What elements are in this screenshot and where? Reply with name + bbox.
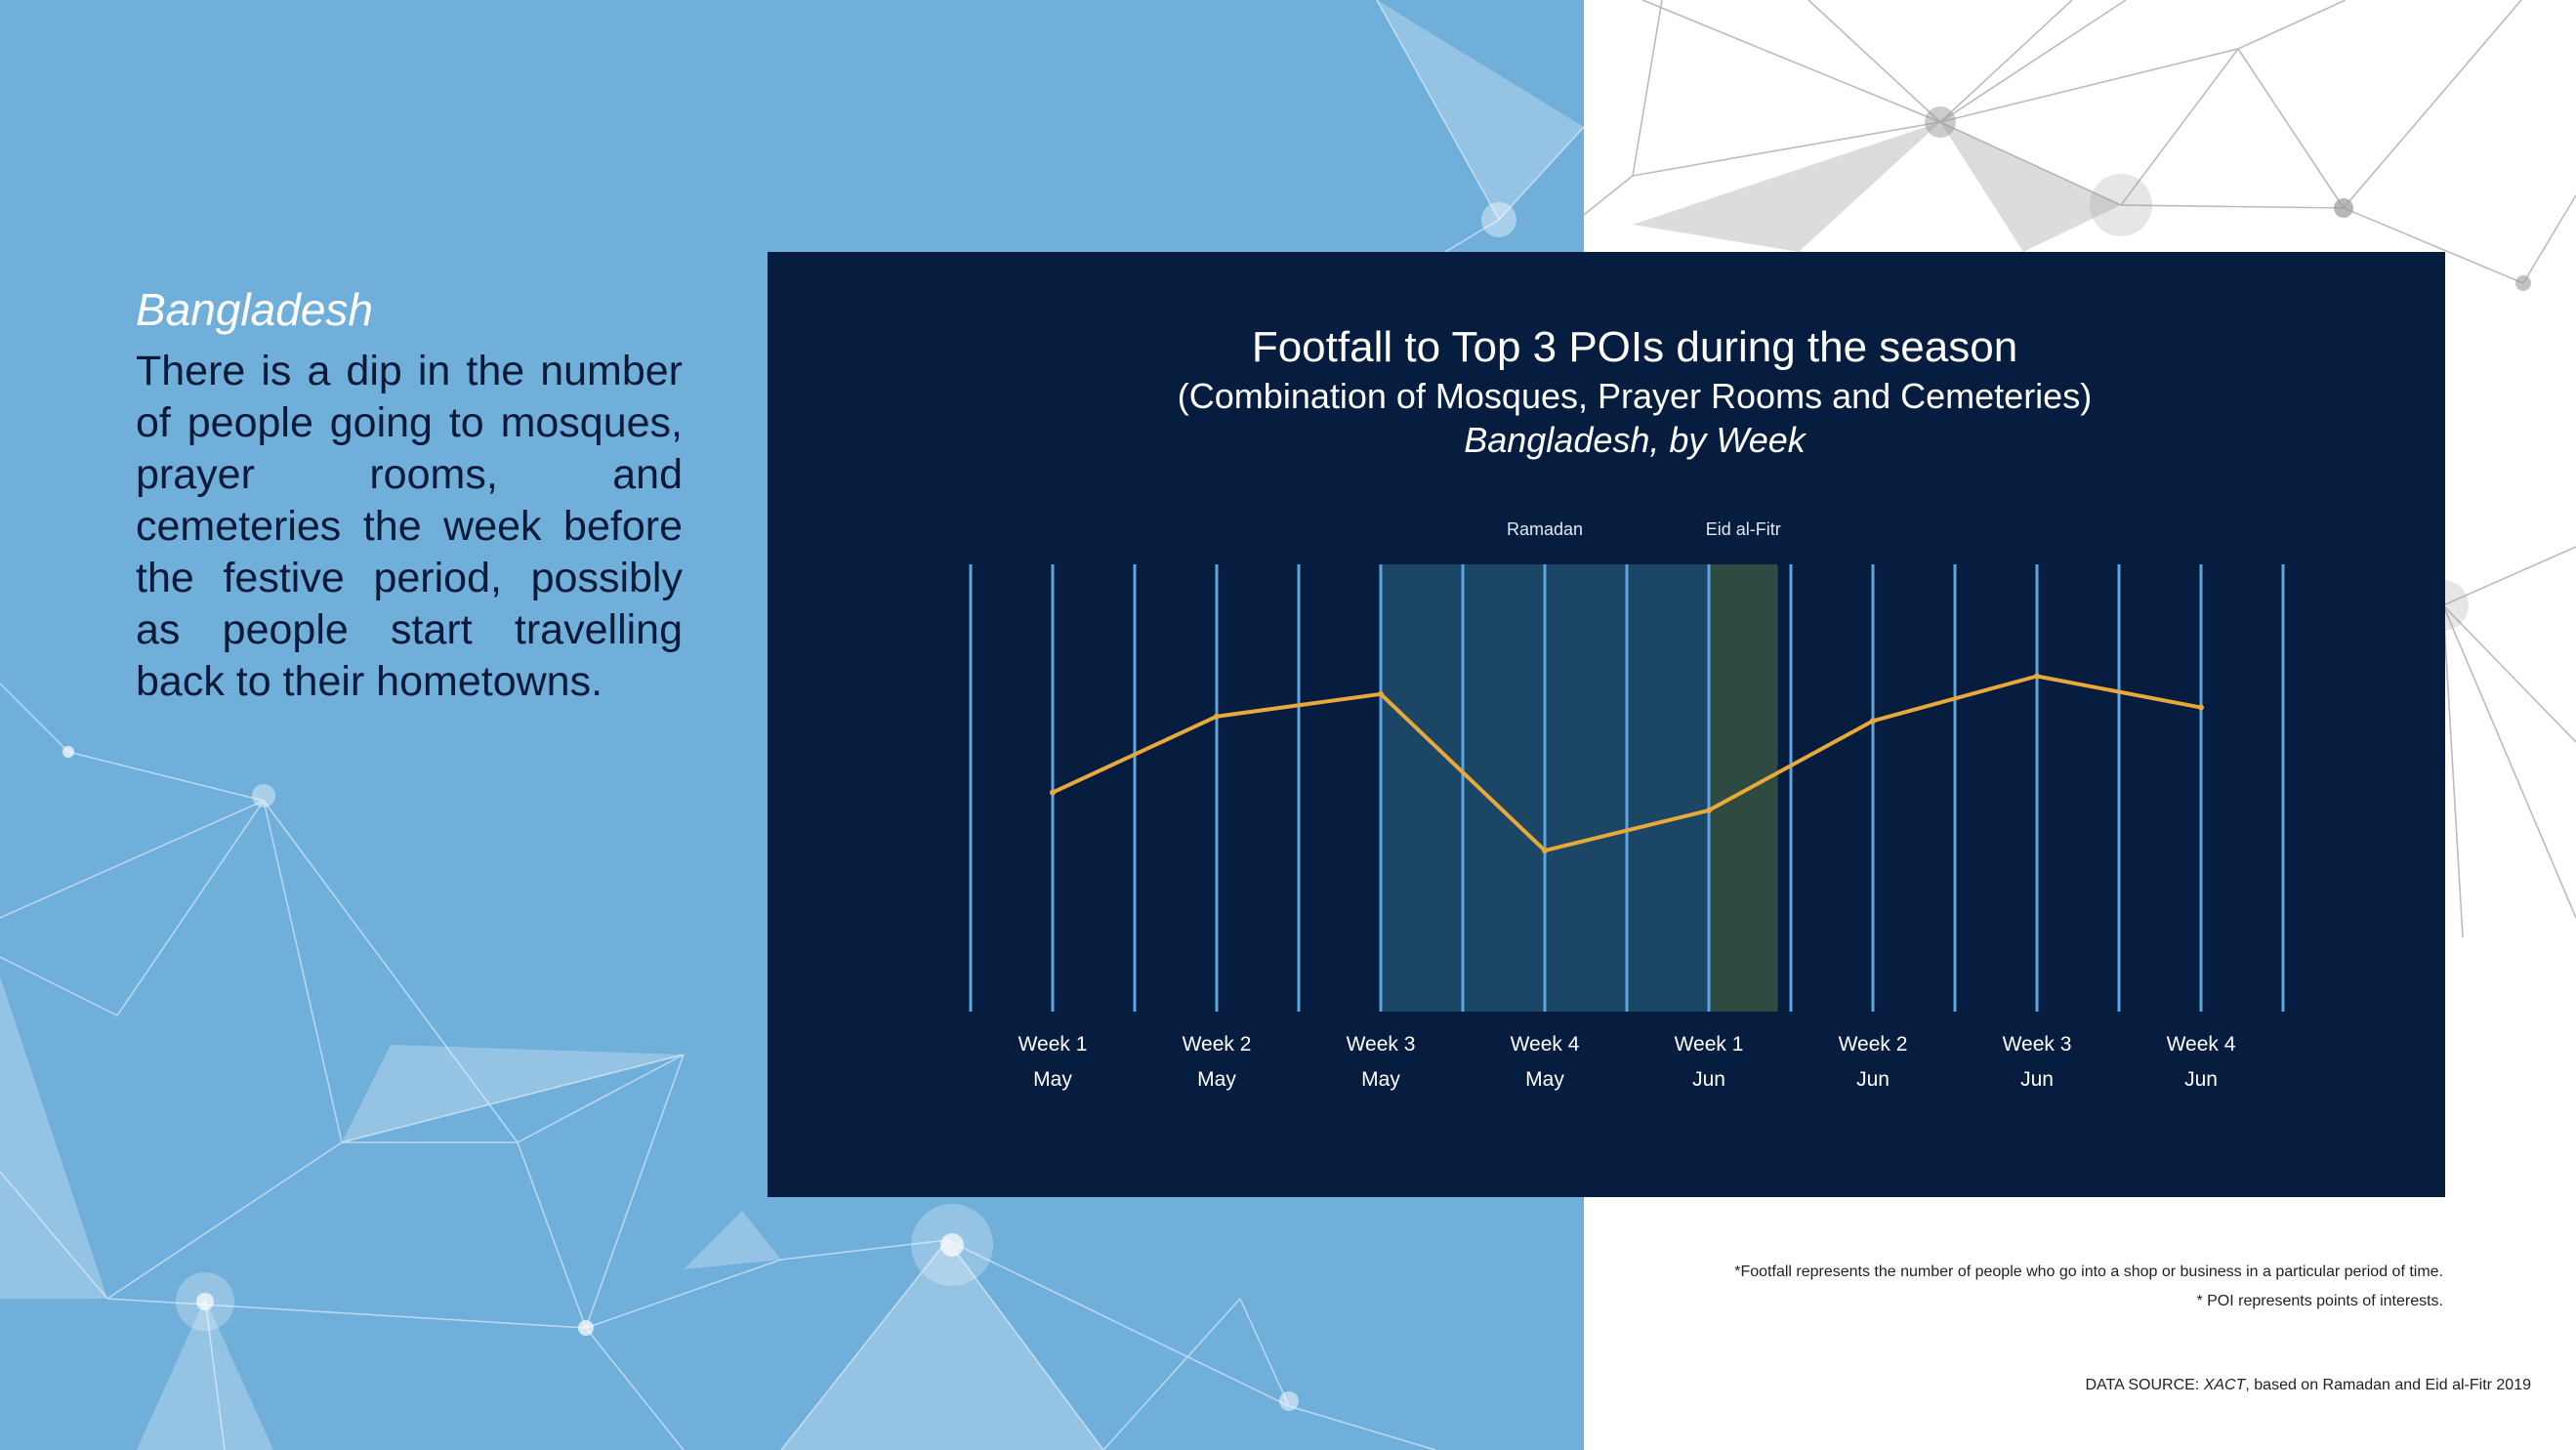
data-point: [1214, 713, 1220, 720]
x-tick-week: Week 1: [1018, 1033, 1088, 1056]
series-line-1: [1052, 674, 2202, 853]
data-source-name: XACT: [2203, 1377, 2246, 1393]
x-tick-month: Jun: [1856, 1068, 1890, 1091]
chart-title: Footfall to Top 3 POIs during the season: [1252, 323, 2017, 371]
data-source-prefix: DATA SOURCE:: [2085, 1377, 2200, 1393]
insight-description: There is a dip in the number of people g…: [136, 348, 683, 705]
data-point: [1378, 690, 1384, 697]
data-point: [1542, 848, 1548, 854]
data-point: [1706, 807, 1712, 813]
insight-text-block: Bangladesh There is a dip in the number …: [136, 283, 683, 708]
data-source-suffix: , based on Ramadan and Eid al-Fitr 2019: [2245, 1377, 2531, 1393]
x-tick-week: Week 1: [1675, 1033, 1744, 1056]
annotation-label-1: Ramadan: [1507, 519, 1583, 539]
x-tick-week: Week 3: [2003, 1033, 2072, 1056]
data-point: [1050, 789, 1056, 796]
network-background: [0, 0, 1584, 1450]
data-point: [1870, 718, 1876, 725]
x-tick-week: Week 3: [1347, 1033, 1416, 1056]
x-tick-week: Week 4: [2167, 1033, 2236, 1056]
x-tick-month: May: [1197, 1068, 1236, 1091]
country-heading: Bangladesh: [136, 284, 373, 335]
annotation-label-2: Eid al-Fitr: [1706, 519, 1781, 539]
x-tick-month: May: [1361, 1068, 1400, 1091]
network-background-right: [1584, 0, 2576, 938]
chart-subtitle-region: Bangladesh, by Week: [1464, 420, 1807, 460]
footnote-poi: * POI represents points of interests.: [2196, 1293, 2443, 1309]
data-point: [2034, 673, 2040, 680]
x-tick-month: Jun: [2020, 1068, 2054, 1091]
chart-card: Footfall to Top 3 POIs during the season…: [768, 252, 2445, 1197]
footnotes: *Footfall represents the number of peopl…: [1734, 1258, 2443, 1316]
x-tick-month: Jun: [1692, 1068, 1725, 1091]
data-point: [2198, 704, 2204, 711]
x-tick-month: May: [1033, 1068, 1072, 1091]
x-tick-week: Week 4: [1511, 1033, 1580, 1056]
footfall-line-chart: Footfall to Top 3 POIs during the season…: [969, 323, 2285, 1091]
data-source: DATA SOURCE: XACT, based on Ramadan and …: [2085, 1377, 2531, 1394]
chart-subtitle: (Combination of Mosques, Prayer Rooms an…: [1178, 376, 2092, 416]
x-tick-week: Week 2: [1839, 1033, 1908, 1056]
x-tick-month: Jun: [2184, 1068, 2218, 1091]
footnote-footfall: *Footfall represents the number of peopl…: [1734, 1264, 2443, 1280]
x-tick-month: May: [1525, 1068, 1564, 1091]
annotation-band-2: [1709, 564, 1778, 1012]
x-tick-week: Week 2: [1183, 1033, 1252, 1056]
